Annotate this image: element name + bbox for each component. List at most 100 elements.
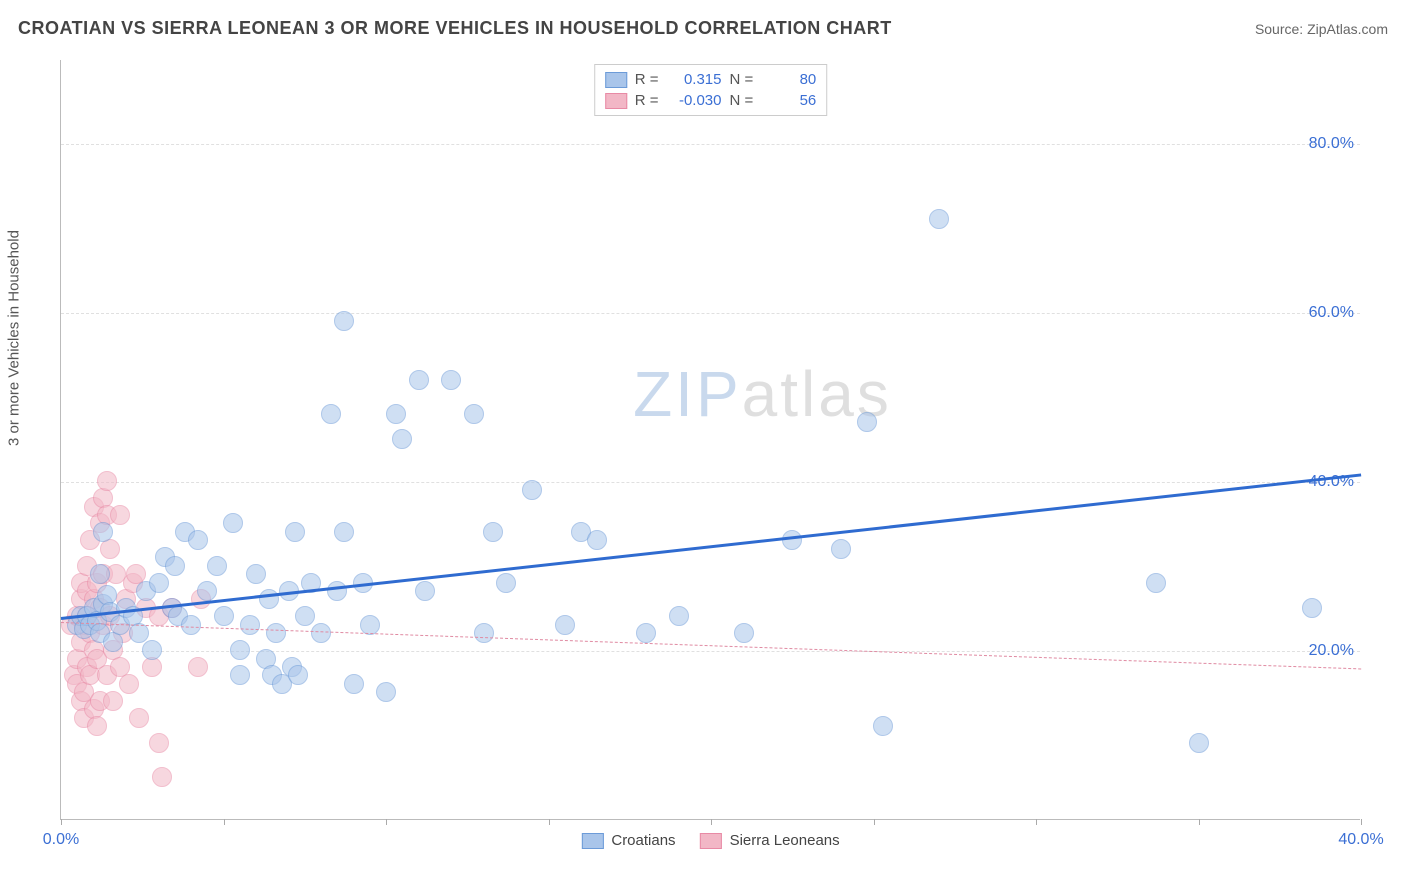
swatch-croatians-icon	[581, 833, 603, 849]
data-point	[149, 573, 169, 593]
data-point	[152, 767, 172, 787]
data-point	[165, 556, 185, 576]
data-point	[214, 606, 234, 626]
data-point	[522, 480, 542, 500]
data-point	[1189, 733, 1209, 753]
data-point	[555, 615, 575, 635]
r-label: R =	[635, 92, 659, 109]
data-point	[1302, 598, 1322, 618]
x-tick-label: 0.0%	[43, 831, 79, 849]
data-point	[129, 623, 149, 643]
data-point	[831, 539, 851, 559]
data-point	[230, 640, 250, 660]
x-tick-mark	[711, 819, 712, 825]
swatch-sierra-leoneans-icon	[700, 833, 722, 849]
r-value-sierra-leoneans: -0.030	[667, 92, 722, 109]
data-point	[857, 412, 877, 432]
grid-line	[61, 651, 1360, 652]
legend-label-croatians: Croatians	[611, 832, 675, 849]
data-point	[103, 691, 123, 711]
data-point	[142, 640, 162, 660]
swatch-croatians	[605, 72, 627, 88]
data-point	[386, 404, 406, 424]
data-point	[93, 522, 113, 542]
r-value-croatians: 0.315	[667, 71, 722, 88]
data-point	[636, 623, 656, 643]
data-point	[295, 606, 315, 626]
grid-line	[61, 482, 1360, 483]
data-point	[97, 471, 117, 491]
data-point	[782, 530, 802, 550]
swatch-sierra-leoneans	[605, 93, 627, 109]
legend-row-sierra-leoneans: R = -0.030 N = 56	[605, 90, 817, 111]
data-point	[129, 708, 149, 728]
data-point	[87, 716, 107, 736]
data-point	[376, 682, 396, 702]
r-label: R =	[635, 71, 659, 88]
chart-title: CROATIAN VS SIERRA LEONEAN 3 OR MORE VEH…	[18, 18, 892, 39]
legend-row-croatians: R = 0.315 N = 80	[605, 69, 817, 90]
legend-label-sierra-leoneans: Sierra Leoneans	[730, 832, 840, 849]
legend-item-sierra-leoneans: Sierra Leoneans	[700, 832, 840, 849]
data-point	[188, 530, 208, 550]
data-point	[464, 404, 484, 424]
y-tick-label: 60.0%	[1309, 304, 1354, 322]
data-point	[474, 623, 494, 643]
n-label: N =	[730, 71, 754, 88]
n-label: N =	[730, 92, 754, 109]
data-point	[873, 716, 893, 736]
data-point	[90, 564, 110, 584]
watermark: ZIPatlas	[633, 357, 892, 431]
data-point	[207, 556, 227, 576]
y-tick-label: 80.0%	[1309, 135, 1354, 153]
data-point	[734, 623, 754, 643]
data-point	[119, 674, 139, 694]
x-tick-mark	[61, 819, 62, 825]
x-tick-mark	[549, 819, 550, 825]
series-legend: Croatians Sierra Leoneans	[581, 832, 839, 849]
data-point	[110, 505, 130, 525]
data-point	[311, 623, 331, 643]
x-tick-mark	[1036, 819, 1037, 825]
data-point	[334, 522, 354, 542]
legend-item-croatians: Croatians	[581, 832, 675, 849]
x-tick-label: 40.0%	[1338, 831, 1383, 849]
y-tick-label: 20.0%	[1309, 642, 1354, 660]
x-tick-mark	[1199, 819, 1200, 825]
data-point	[240, 615, 260, 635]
y-axis-label: 3 or more Vehicles in Household	[6, 230, 23, 446]
data-point	[321, 404, 341, 424]
data-point	[197, 581, 217, 601]
data-point	[929, 209, 949, 229]
source-prefix: Source:	[1255, 21, 1307, 37]
chart-source: Source: ZipAtlas.com	[1255, 21, 1388, 37]
trend-line	[61, 474, 1361, 621]
data-point	[587, 530, 607, 550]
source-name: ZipAtlas.com	[1307, 21, 1388, 37]
correlation-legend: R = 0.315 N = 80 R = -0.030 N = 56	[594, 64, 828, 116]
data-point	[223, 513, 243, 533]
data-point	[669, 606, 689, 626]
data-point	[285, 522, 305, 542]
data-point	[1146, 573, 1166, 593]
data-point	[441, 370, 461, 390]
data-point	[288, 665, 308, 685]
data-point	[496, 573, 516, 593]
x-tick-mark	[224, 819, 225, 825]
x-tick-mark	[874, 819, 875, 825]
data-point	[327, 581, 347, 601]
data-point	[415, 581, 435, 601]
data-point	[483, 522, 503, 542]
data-point	[188, 657, 208, 677]
data-point	[409, 370, 429, 390]
data-point	[230, 665, 250, 685]
grid-line	[61, 313, 1360, 314]
chart-header: CROATIAN VS SIERRA LEONEAN 3 OR MORE VEH…	[18, 18, 1388, 39]
data-point	[392, 429, 412, 449]
watermark-zip: ZIP	[633, 358, 742, 430]
data-point	[246, 564, 266, 584]
n-value-croatians: 80	[761, 71, 816, 88]
x-tick-mark	[386, 819, 387, 825]
data-point	[266, 623, 286, 643]
data-point	[344, 674, 364, 694]
